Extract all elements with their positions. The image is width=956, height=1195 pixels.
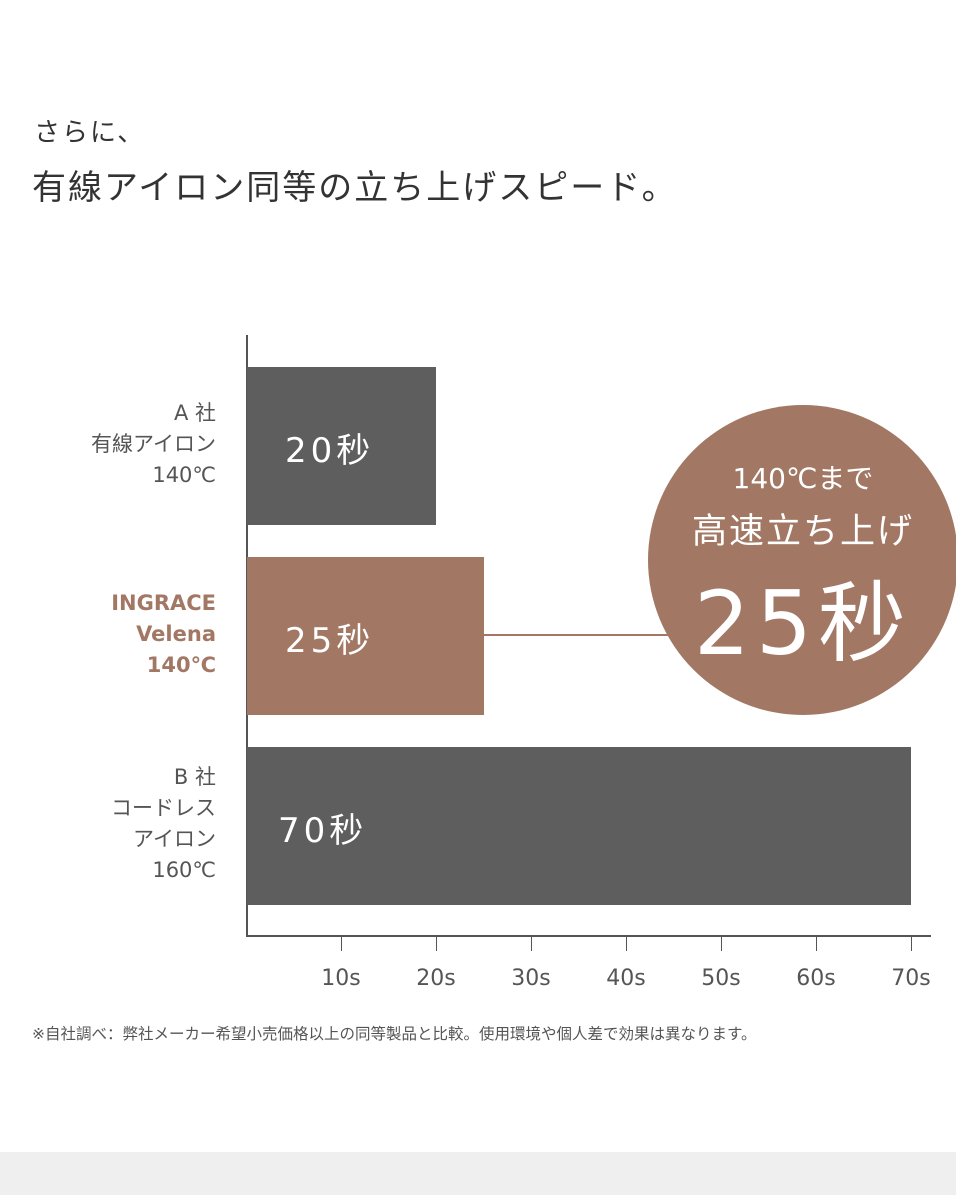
- bar: [247, 747, 911, 905]
- x-tick: [816, 937, 817, 951]
- bar-value-label: 25秒: [285, 621, 375, 661]
- footnote: ※自社調べ：弊社メーカー希望小売価格以上の同等製品と比較。使用環境や個人差で効果…: [32, 1025, 757, 1043]
- x-tick-label: 10s: [321, 966, 361, 991]
- lead-text: さらに、: [34, 118, 146, 148]
- bar: [247, 557, 484, 715]
- category-label: INGRACE Velena 140℃: [111, 591, 216, 677]
- x-tick: [531, 937, 532, 951]
- bar-value-label: 70秒: [278, 811, 368, 851]
- x-tick: [626, 937, 627, 951]
- category-label: A 社 有線アイロン 140℃: [91, 401, 216, 487]
- x-tick-label: 70s: [891, 966, 931, 991]
- x-tick: [341, 937, 342, 951]
- bar: [247, 367, 436, 525]
- highlight-circle: 140℃まで 高速立ち上げ 25秒: [648, 405, 956, 715]
- x-tick: [911, 937, 912, 951]
- bar-value-label: 20秒: [285, 431, 375, 471]
- x-tick-label: 40s: [606, 966, 646, 991]
- page-title: 有線アイロン同等の立ち上げスピード。: [32, 168, 678, 208]
- x-axis-line: [246, 935, 931, 937]
- connector-line: [484, 634, 674, 636]
- x-tick-label: 20s: [416, 966, 456, 991]
- x-tick-label: 30s: [511, 966, 551, 991]
- footer-band: [0, 1152, 956, 1195]
- circle-line-3: 25秒: [694, 572, 912, 675]
- x-tick-label: 60s: [796, 966, 836, 991]
- category-label: B 社 コードレス アイロン 160℃: [111, 765, 216, 882]
- x-tick-label: 50s: [701, 966, 741, 991]
- circle-line-2: 高速立ち上げ: [691, 512, 914, 552]
- y-axis-line: [246, 335, 248, 936]
- circle-line-1: 140℃まで: [732, 462, 874, 495]
- x-tick: [436, 937, 437, 951]
- x-tick: [721, 937, 722, 951]
